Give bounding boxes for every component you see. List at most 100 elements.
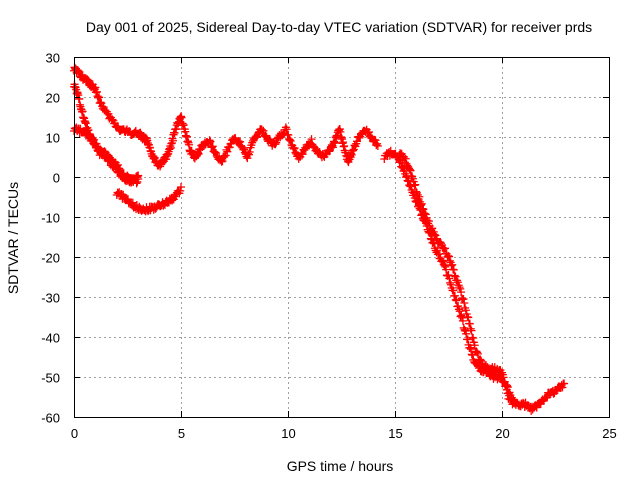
data-point [208, 143, 217, 152]
data-point [457, 294, 466, 303]
data-point [532, 403, 541, 412]
data-point [419, 205, 428, 214]
data-point [463, 335, 472, 344]
data-point [454, 301, 463, 310]
data-point [206, 137, 215, 146]
data-point [244, 149, 253, 158]
data-point [457, 288, 466, 297]
x-tick-label: 20 [495, 426, 509, 441]
data-point [470, 341, 479, 350]
data-point [372, 141, 381, 150]
data-point [248, 138, 257, 147]
data-point [455, 283, 464, 292]
data-point [410, 181, 419, 190]
data-point [281, 123, 290, 132]
data-point [177, 183, 185, 192]
data-point [466, 345, 475, 354]
data-point [467, 326, 476, 335]
data-point [208, 142, 217, 151]
data-point [205, 136, 214, 145]
data-point [238, 143, 247, 152]
data-point [272, 138, 281, 147]
y-tick-label: 0 [53, 171, 60, 186]
data-point [261, 131, 270, 140]
data-point [128, 198, 137, 207]
y-axis-title: SDTVAR / TECUs [5, 182, 21, 294]
data-point [447, 261, 456, 270]
data-point [456, 312, 465, 321]
data-point [406, 182, 415, 191]
label-layer: 0 5 10 15 20 25 -60 -50 -40 -30 -20 -10 0 10 20 30 [41, 51, 617, 442]
data-point [444, 251, 453, 260]
data-point [560, 379, 569, 388]
data-point [437, 239, 446, 248]
data-point [243, 154, 252, 163]
data-point [502, 381, 511, 390]
data-point [450, 291, 459, 300]
data-point [234, 137, 243, 146]
data-point [448, 260, 457, 269]
series-track-d [380, 146, 569, 415]
data-point [134, 175, 143, 184]
data-point [458, 316, 467, 325]
data-point [416, 201, 425, 210]
data-point [446, 278, 455, 287]
data-point [406, 166, 415, 175]
data-point [449, 265, 458, 274]
tick-layer [74, 57, 610, 418]
data-point [440, 261, 449, 270]
data-point [418, 204, 427, 213]
data-point [452, 296, 461, 305]
data-point [413, 190, 422, 199]
data-point [449, 286, 458, 295]
data-point [465, 319, 474, 328]
data-point [445, 274, 454, 283]
data-point [558, 383, 567, 392]
data-point [500, 378, 509, 387]
data-point [86, 131, 95, 140]
x-tick-label: 25 [602, 426, 616, 441]
data-point [371, 136, 380, 145]
data-point [240, 145, 249, 154]
data-point [90, 135, 99, 144]
data-point [405, 165, 414, 174]
data-point [210, 147, 219, 156]
data-point [438, 256, 447, 265]
data-point [445, 252, 454, 261]
data-point [421, 210, 430, 219]
data-point [473, 349, 482, 358]
data-point [460, 325, 469, 334]
x-tick-label: 10 [281, 426, 295, 441]
data-point [451, 295, 460, 304]
grid-layer [74, 57, 609, 417]
data-point [365, 127, 374, 136]
data-point [464, 313, 473, 322]
data-point [451, 272, 460, 281]
data-point [111, 163, 120, 172]
data-point [442, 265, 451, 274]
data-point [279, 129, 288, 138]
data-point [420, 209, 429, 218]
data-point [462, 329, 471, 338]
data-point [460, 298, 469, 307]
data-point [469, 333, 478, 342]
y-tick-label: 10 [46, 131, 60, 146]
data-point [223, 147, 232, 156]
data-point [176, 186, 185, 195]
data-point [445, 256, 454, 265]
data-point [286, 136, 295, 145]
data-point [428, 224, 437, 233]
series-track-e [395, 149, 519, 409]
y-tick-label: -60 [41, 411, 60, 426]
data-point [221, 151, 230, 160]
data-point [403, 176, 412, 185]
series-track-b [70, 123, 143, 188]
data-point [220, 153, 229, 162]
data-point [417, 199, 426, 208]
data-point [298, 150, 307, 159]
data-point [461, 306, 470, 315]
data-point [284, 130, 293, 139]
data-point [411, 180, 420, 189]
data-point [434, 249, 443, 258]
